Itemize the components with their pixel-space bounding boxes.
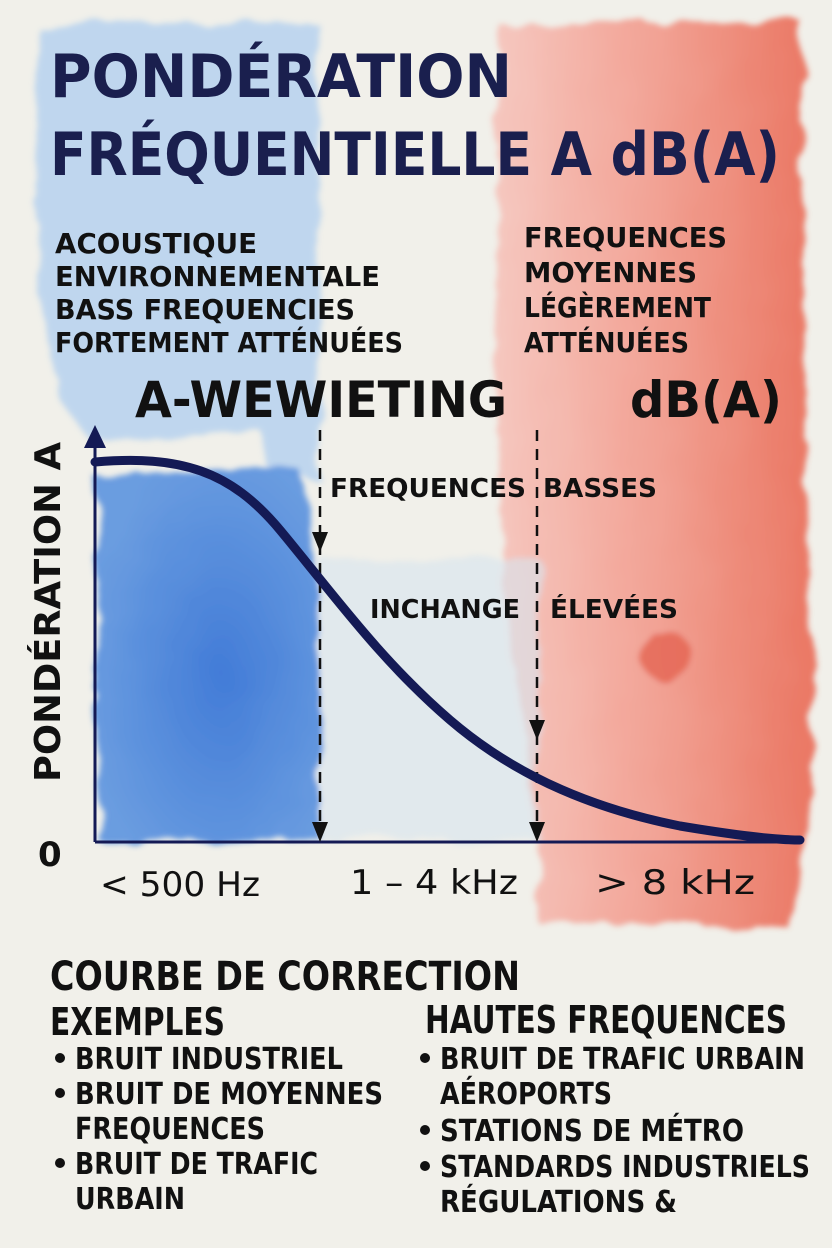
annotation-inchange: INCHANGE: [370, 595, 520, 625]
weighting-diagram: FREQUENCES BASSES INCHANGE ÉLEVÉES PONDÉ…: [27, 425, 805, 905]
bullet-icon: [420, 1161, 430, 1171]
watercolor-background: [35, 20, 812, 930]
bullet-icon: [55, 1053, 65, 1063]
y-axis-label: PONDÉRATION A: [27, 442, 69, 782]
arrow-down-icon: [529, 720, 545, 740]
divider-low-mid: [312, 430, 328, 842]
bullet-icon: [420, 1125, 430, 1135]
examples-list: BRUIT INDUSTRIEL BRUIT DE MOYENNES FREQU…: [55, 1042, 383, 1217]
origin-label: 0: [38, 835, 62, 875]
arrow-down-icon: [312, 822, 328, 842]
list-item: FREQUENCES: [75, 1112, 265, 1147]
bullet-icon: [55, 1088, 65, 1098]
note-line: FREQUENCES: [524, 221, 727, 254]
high-frequency-list: BRUIT DE TRAFIC URBAIN AÉROPORTS STATION…: [420, 1042, 810, 1220]
y-axis-arrow-icon: [84, 425, 106, 448]
note-line: LÉGÈREMENT: [524, 290, 711, 324]
x-label-mid: 1 – 4 kHz: [350, 863, 518, 903]
note-line: MOYENNES: [524, 256, 697, 289]
note-line: BASS FREQUENCIES: [55, 293, 355, 326]
title-line-2: FRÉQUENTIELLE A dB(A): [50, 118, 780, 190]
list-item: BRUIT INDUSTRIEL: [75, 1042, 343, 1077]
list-item: STANDARDS INDUSTRIELS: [440, 1150, 810, 1185]
bullet-icon: [420, 1053, 430, 1063]
right-heading: dB(A): [630, 371, 782, 429]
list-item: STATIONS DE MÉTRO: [440, 1113, 744, 1149]
list-item: URBAIN: [75, 1182, 185, 1217]
left-notes: ACOUSTIQUE ENVIRONNEMENTALE BASS FREQUEN…: [55, 227, 403, 359]
arrow-down-icon: [529, 822, 545, 842]
note-line: ACOUSTIQUE: [55, 227, 257, 260]
arrow-down-icon: [312, 532, 328, 552]
correction-heading: COURBE DE CORRECTION: [50, 954, 520, 1000]
annotation-elevees: ÉLEVÉES: [550, 593, 678, 625]
list-item: RÉGULATIONS &: [440, 1184, 677, 1220]
divider-mid-high: [529, 430, 545, 842]
annotation-frequences: FREQUENCES: [330, 474, 526, 504]
note-line: ATTÉNUÉES: [524, 325, 689, 359]
a-weighting-curve: [90, 455, 805, 845]
list-item: BRUIT DE TRAFIC URBAIN: [440, 1042, 805, 1077]
annotation-basses: BASSES: [543, 474, 657, 504]
list-item: BRUIT DE MOYENNES: [75, 1077, 383, 1112]
bullet-icon: [55, 1158, 65, 1168]
list-item: AÉROPORTS: [440, 1076, 612, 1112]
note-line: FORTEMENT ATTÉNUÉES: [55, 325, 403, 359]
x-label-low: < 500 Hz: [100, 865, 260, 905]
list-item: BRUIT DE TRAFIC: [75, 1147, 318, 1182]
high-freq-title: HAUTES FREQUENCES: [425, 998, 787, 1042]
x-label-high: > 8 kHz: [595, 863, 755, 903]
left-heading: A-WEWIETING: [135, 371, 507, 429]
note-line: ENVIRONNEMENTALE: [55, 260, 380, 293]
examples-title: EXEMPLES: [50, 1000, 225, 1044]
right-notes: FREQUENCES MOYENNES LÉGÈREMENT ATTÉNUÉES: [524, 221, 727, 359]
title-line-1: PONDÉRATION: [50, 40, 512, 112]
